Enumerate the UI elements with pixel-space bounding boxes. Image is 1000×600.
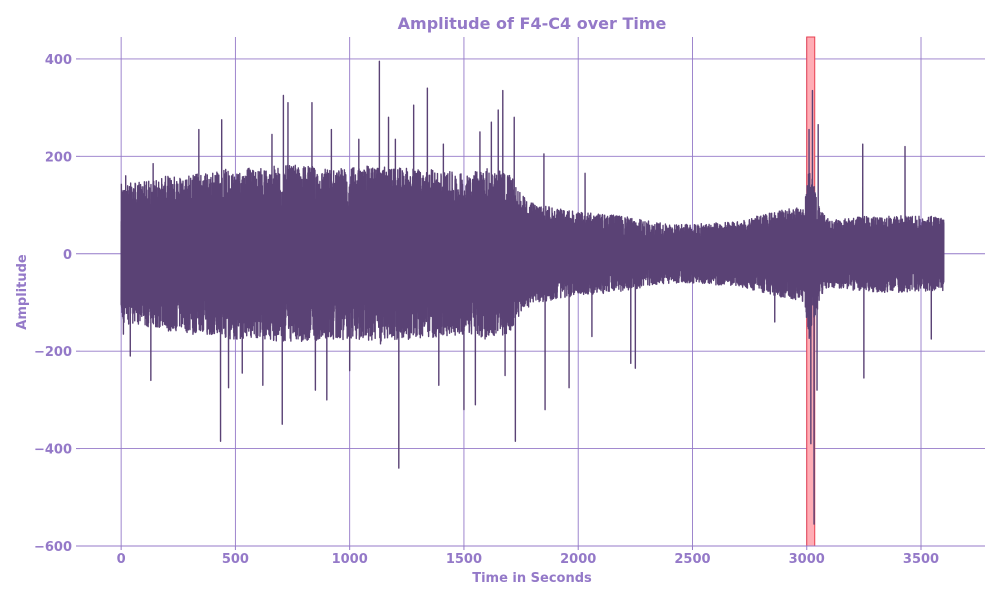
x-tick-label: 2500 xyxy=(674,552,710,567)
x-tick-label: 0 xyxy=(117,552,126,567)
y-axis-title: Amplitude xyxy=(15,254,30,330)
x-tick-label: 2000 xyxy=(560,552,596,567)
y-tick-label: −400 xyxy=(34,443,72,458)
series-layer xyxy=(120,60,945,525)
x-tick-label: 500 xyxy=(222,552,249,567)
y-tick-label: 400 xyxy=(45,53,72,68)
signal-line xyxy=(120,60,945,525)
y-tick-label: −200 xyxy=(34,345,72,360)
x-tick-label: 3000 xyxy=(789,552,825,567)
x-axis-title: Time in Seconds xyxy=(472,571,592,586)
x-tick-label: 1000 xyxy=(332,552,368,567)
x-tick-label: 3500 xyxy=(903,552,939,567)
x-tick-label: 1500 xyxy=(446,552,482,567)
chart-title: Amplitude of F4-C4 over Time xyxy=(398,14,667,33)
y-tick-label: 200 xyxy=(45,150,72,165)
axis-layer: 0 500 1000 1500 2000 2500 3000 3500−600−400−200… xyxy=(34,53,985,567)
y-tick-label: −600 xyxy=(34,540,72,555)
y-tick-label: 0 xyxy=(63,248,72,263)
